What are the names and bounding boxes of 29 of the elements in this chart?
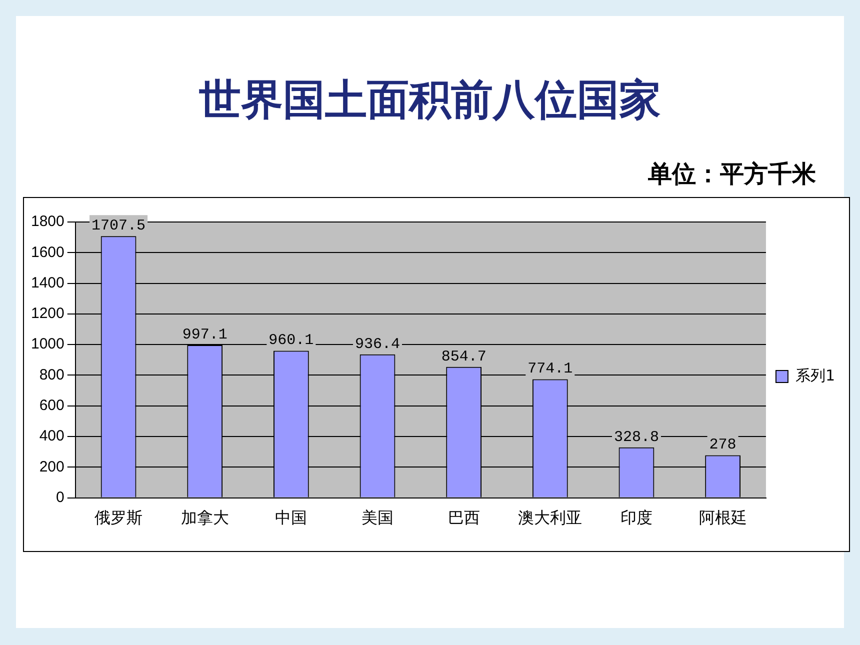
x-tick-label: 俄罗斯 xyxy=(94,508,143,527)
y-tick-label: 200 xyxy=(39,458,64,476)
data-label: 997.1 xyxy=(182,326,228,344)
chart-subtitle: 单位：平方千米 xyxy=(648,159,816,190)
y-tick-label: 0 xyxy=(56,488,64,506)
x-tick-label: 巴西 xyxy=(448,510,480,527)
y-tick-label: 800 xyxy=(39,366,64,384)
data-label: 960.1 xyxy=(268,332,314,350)
y-tick-label: 1800 xyxy=(30,213,64,230)
x-tick-label: 中国 xyxy=(275,508,308,527)
data-label: 278 xyxy=(709,436,736,454)
y-tick-label: 1400 xyxy=(30,274,64,292)
y-tick-label: 400 xyxy=(39,428,64,445)
y-tick-label: 1200 xyxy=(30,305,64,322)
x-tick-label: 澳大利亚 xyxy=(518,508,582,527)
y-tick-label: 1000 xyxy=(30,336,64,353)
data-label: 1707.5 xyxy=(92,218,146,235)
x-tick-label: 阿根廷 xyxy=(698,508,747,527)
x-tick-label: 美国 xyxy=(362,508,394,527)
data-label: 328.8 xyxy=(614,428,659,446)
x-tick-label: 加拿大 xyxy=(180,508,229,527)
data-label: 854.7 xyxy=(441,348,486,366)
y-tick-label: 1600 xyxy=(30,244,64,261)
data-label: 936.4 xyxy=(354,336,400,353)
chart-title: 世界国土面积前八位国家 xyxy=(198,74,662,126)
legend-label: 系列1 xyxy=(795,366,836,384)
y-tick-label: 600 xyxy=(39,397,64,414)
data-label: 774.1 xyxy=(528,360,573,378)
x-tick-label: 印度 xyxy=(620,508,652,527)
